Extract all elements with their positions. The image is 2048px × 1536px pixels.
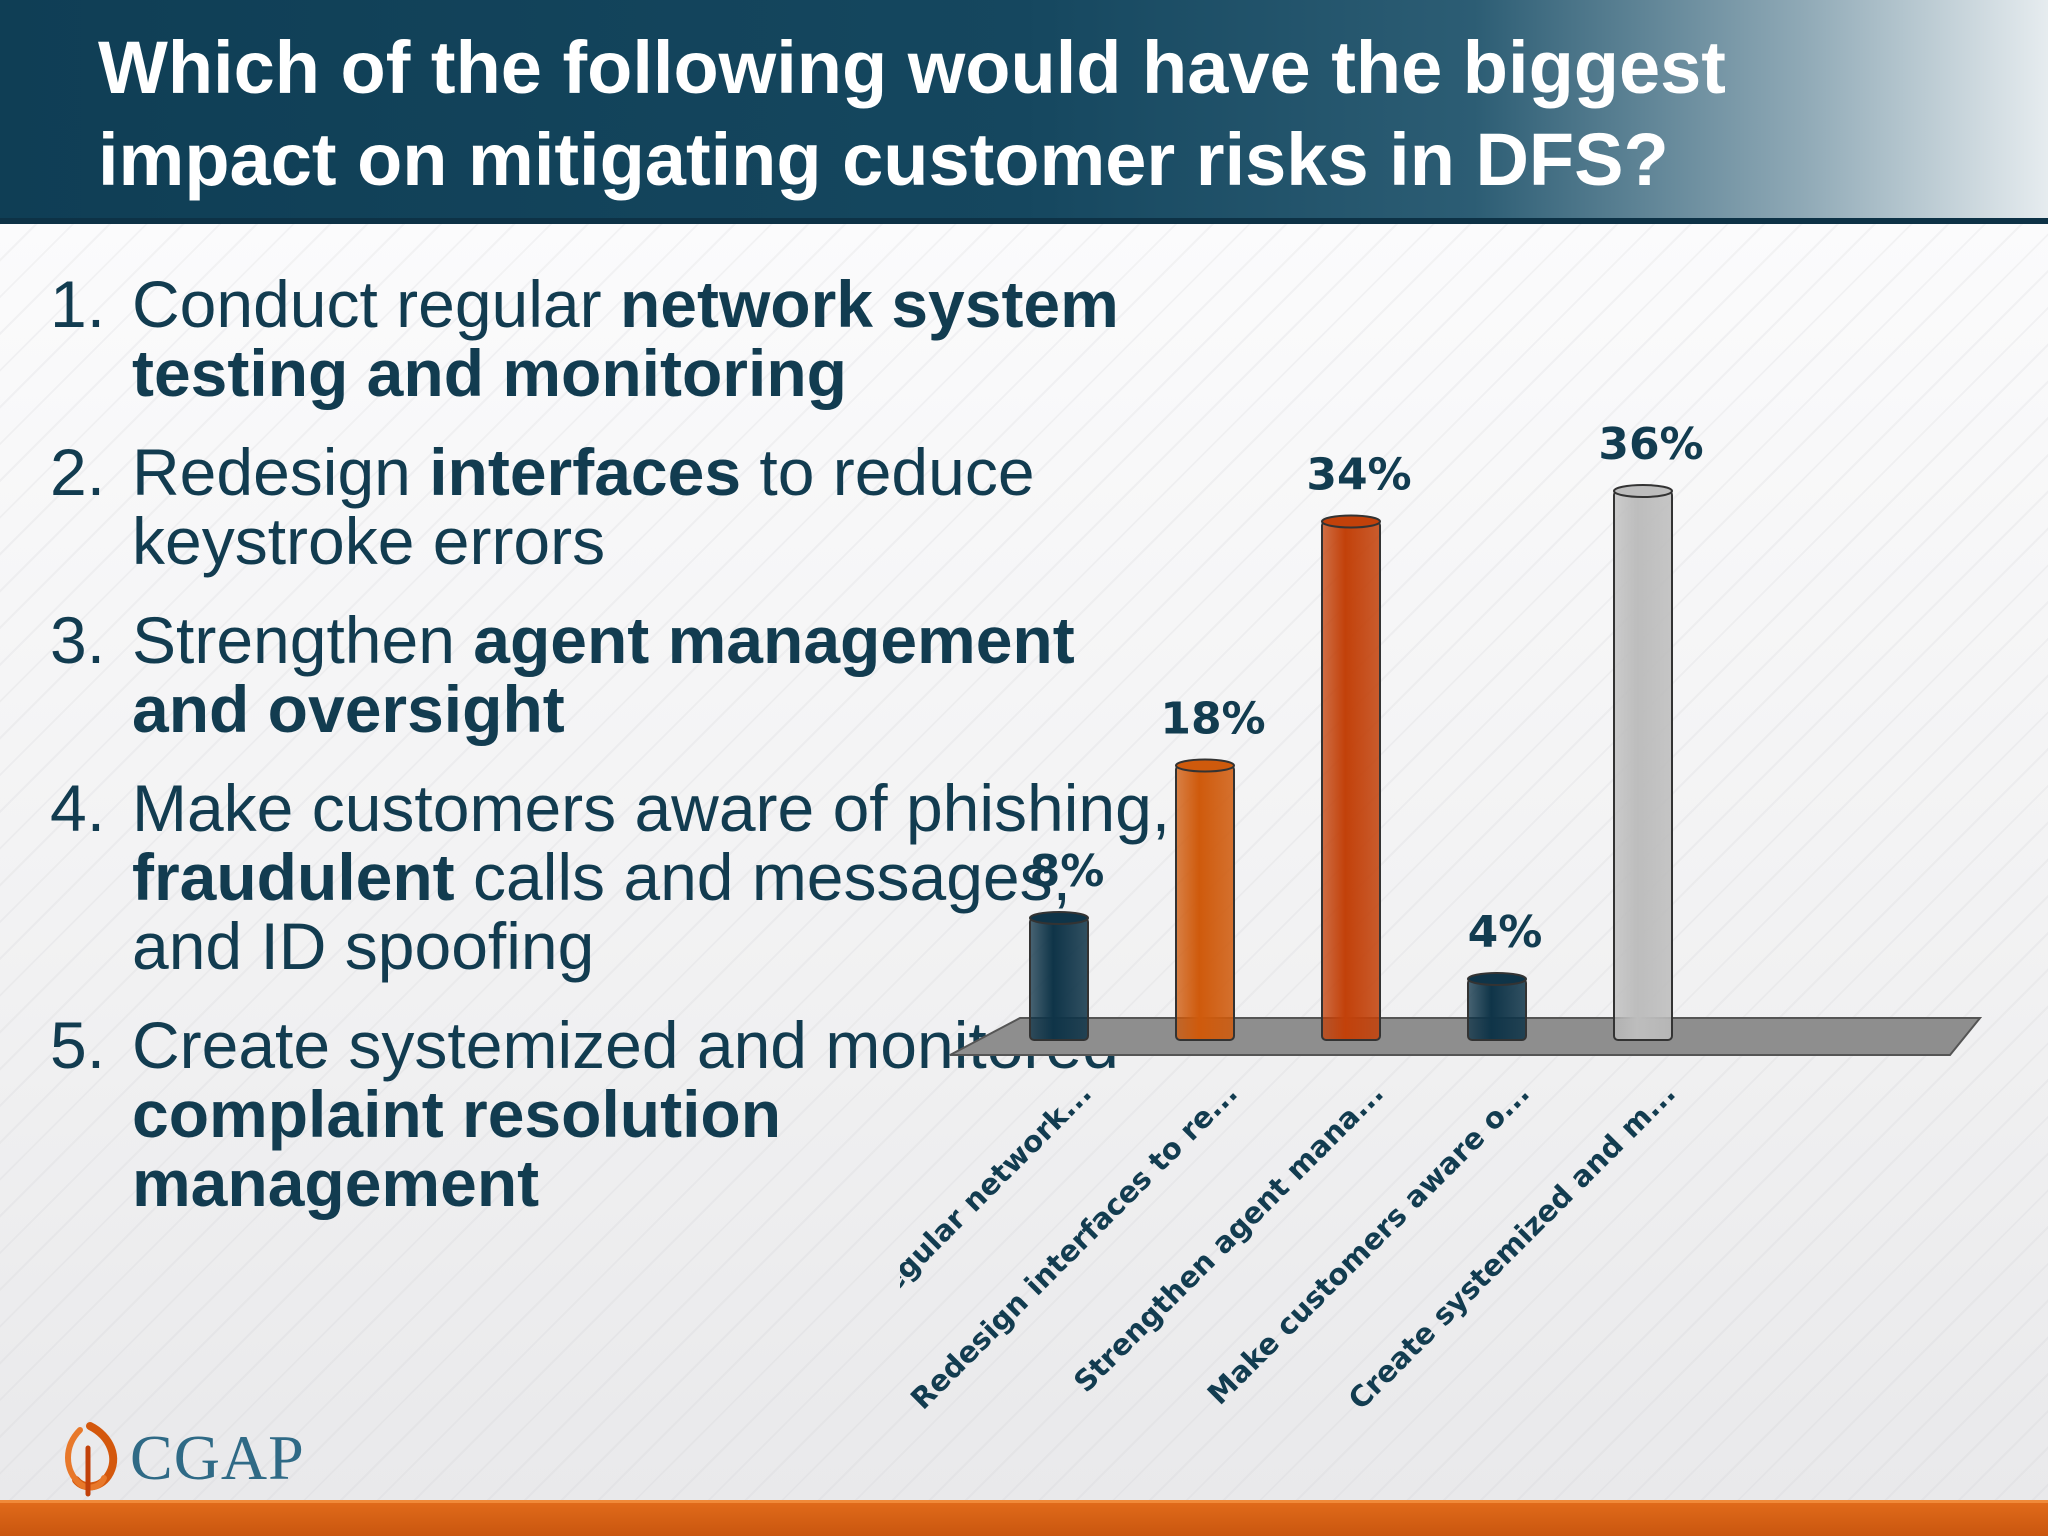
answer-option-1: 1. Conduct regular network system testing… (50, 270, 1180, 408)
option-number: 3. (50, 603, 106, 677)
option-number: 2. (50, 435, 106, 509)
category-label-4: Make customers aware o... (1201, 1076, 1536, 1411)
option-emphasis-text: network system testing and monitoring (132, 267, 1119, 410)
option-text: Redesign (132, 435, 430, 509)
cgap-logo: CGAP (50, 1418, 305, 1498)
bar-cap-3 (1321, 514, 1381, 529)
bar-value-label-4: 4% (1468, 907, 1543, 958)
chart-floor (949, 1017, 1983, 1056)
answer-option-4: 4. Make customers aware of phishing, frau… (50, 774, 1180, 981)
option-emphasis-text: agent management and oversight (132, 603, 1075, 746)
footer-bar (0, 1500, 2048, 1536)
bar-3 (1321, 520, 1381, 1041)
option-text: calls and messages, and ID spoofing (132, 840, 1071, 983)
answer-option-2: 2. Redesign interfaces to reduce keystrok… (50, 438, 1180, 576)
bar-2 (1175, 764, 1235, 1041)
option-emphasis-text: fraudulent (132, 840, 455, 914)
title-banner: Which of the following would have the bi… (0, 0, 2048, 222)
cgap-emblem-icon (65, 1422, 118, 1497)
bar-value-label-3: 34% (1306, 450, 1411, 501)
option-text: Strengthen (132, 603, 474, 677)
option-emphasis-text: complaint resolution management (132, 1077, 782, 1220)
bar-value-label-5: 36% (1598, 419, 1703, 470)
bar-value-label-2: 18% (1160, 694, 1265, 745)
option-number: 1. (50, 267, 106, 341)
bar-cap-5 (1613, 484, 1673, 498)
bar-cap-1 (1029, 911, 1089, 925)
option-text: Conduct regular (132, 267, 620, 341)
bar-1 (1029, 917, 1089, 1041)
option-text: to reduce keystroke errors (132, 435, 1035, 578)
results-bar-chart: 8%Conduct regular network...18%Redesign … (900, 419, 1983, 1416)
category-label-5: Create systemized and m... (1342, 1076, 1682, 1416)
bar-5 (1613, 490, 1673, 1041)
option-emphasis-text: interfaces (429, 435, 742, 509)
category-label-3: Strengthen agent mana... (1067, 1076, 1390, 1399)
slide-background (0, 222, 2048, 1500)
bar-cap-4 (1467, 972, 1527, 986)
category-label-2: Redesign interfaces to re... (904, 1076, 1244, 1416)
slide-title: Which of the following would have the bi… (98, 26, 1726, 201)
title-divider (0, 218, 2048, 224)
option-text: Create systemized and monitored (132, 1008, 1119, 1082)
bar-4 (1467, 978, 1527, 1041)
option-text: Make customers aware of phishing, (132, 771, 1171, 845)
option-number: 5. (50, 1008, 106, 1082)
bar-value-label-1: 8% (1030, 846, 1105, 897)
option-number: 4. (50, 771, 106, 845)
bar-cap-2 (1175, 758, 1235, 773)
answer-option-5: 5. Create systemized and monitored compla… (50, 1011, 1180, 1218)
answer-option-3: 3. Strengthen agent management and oversi… (50, 606, 1180, 744)
logo-wordmark: CGAP (130, 1422, 305, 1493)
answer-options-list: 1. Conduct regular network system testing… (50, 270, 1180, 1248)
